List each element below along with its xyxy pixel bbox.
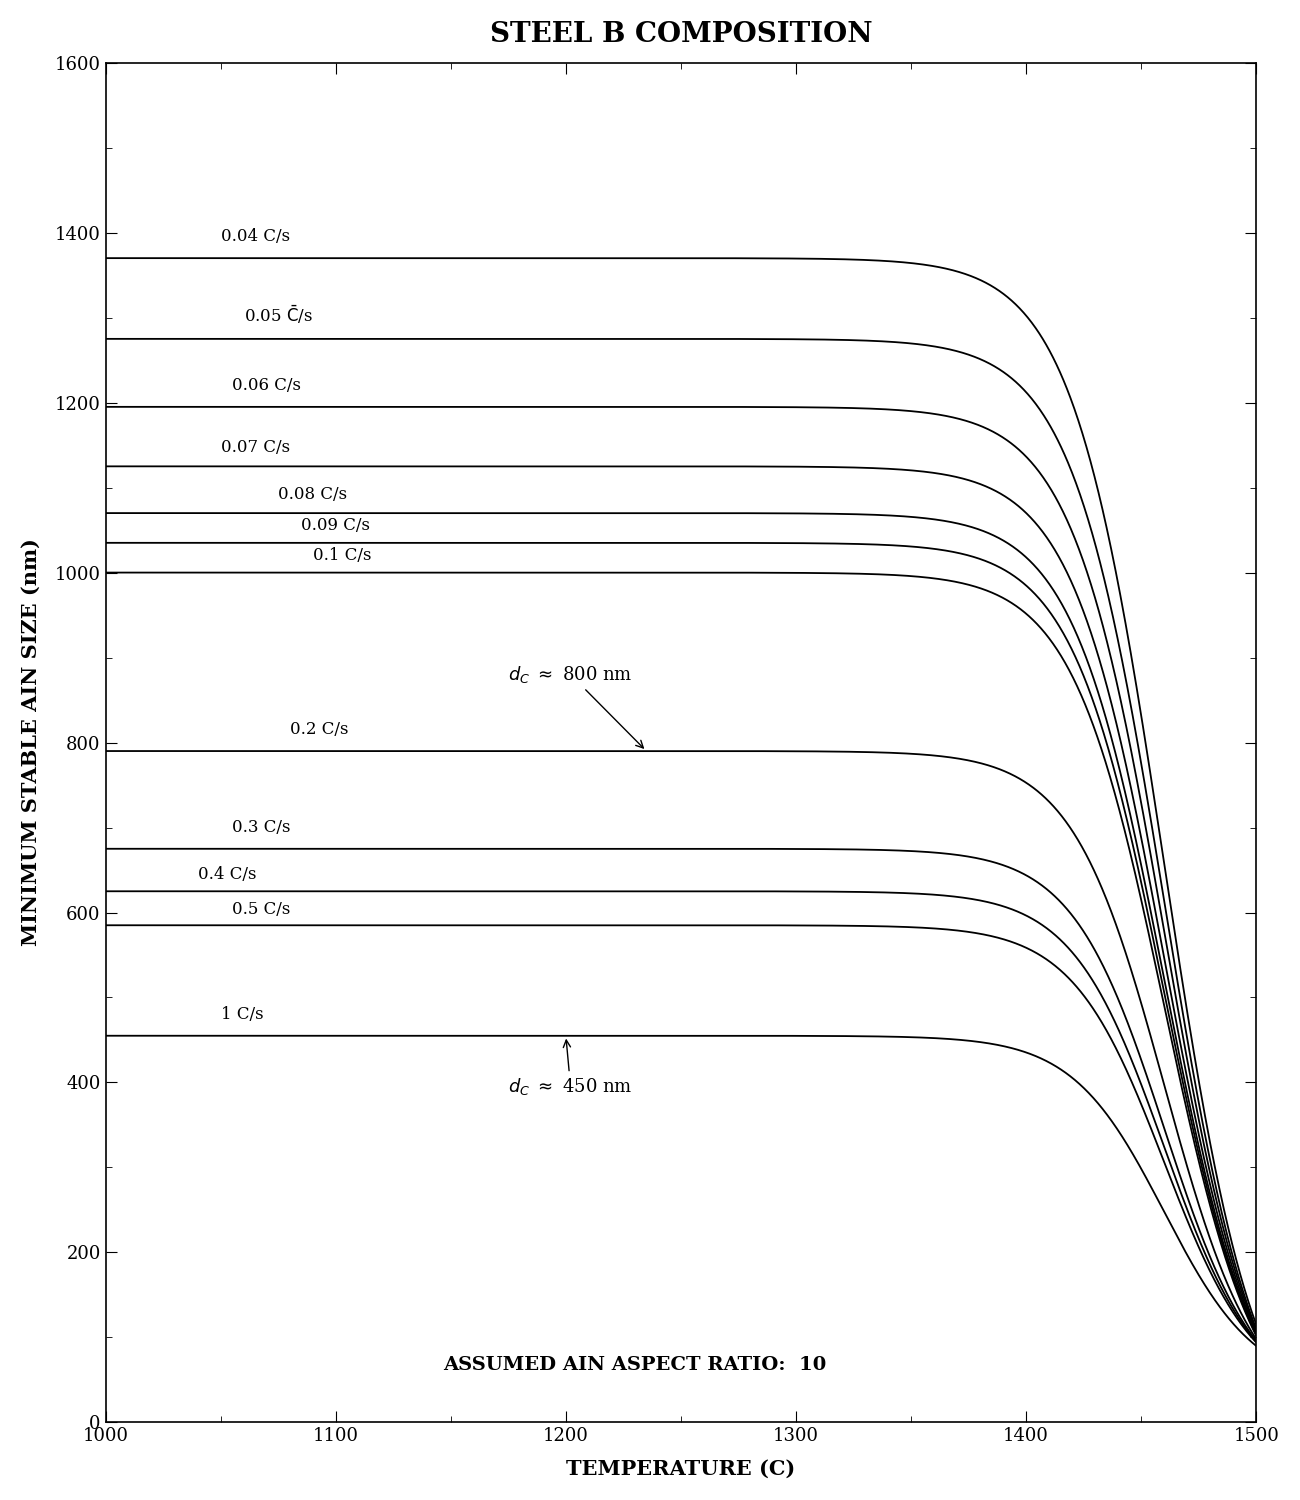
Text: 0.09 C/s: 0.09 C/s <box>302 518 370 534</box>
Text: 0.04 C/s: 0.04 C/s <box>221 228 290 246</box>
Text: 1 C/s: 1 C/s <box>221 1007 264 1023</box>
Text: 0.05 $\bar{\rm C}$/s: 0.05 $\bar{\rm C}$/s <box>243 303 313 326</box>
Text: 0.2 C/s: 0.2 C/s <box>290 722 348 738</box>
Text: 0.4 C/s: 0.4 C/s <box>198 865 256 883</box>
Text: $d_C$ $\approx$ 800 nm: $d_C$ $\approx$ 800 nm <box>508 664 644 748</box>
Text: 0.07 C/s: 0.07 C/s <box>221 440 290 456</box>
Text: 0.3 C/s: 0.3 C/s <box>233 819 291 836</box>
Text: 0.08 C/s: 0.08 C/s <box>278 486 347 502</box>
Text: $d_C$ $\approx$ 450 nm: $d_C$ $\approx$ 450 nm <box>508 1040 633 1096</box>
Text: ASSUMED AIN ASPECT RATIO:  10: ASSUMED AIN ASPECT RATIO: 10 <box>443 1356 827 1374</box>
Title: STEEL B COMPOSITION: STEEL B COMPOSITION <box>490 21 872 48</box>
Text: 0.1 C/s: 0.1 C/s <box>313 548 372 564</box>
X-axis label: TEMPERATURE (C): TEMPERATURE (C) <box>567 1460 796 1479</box>
Text: 0.5 C/s: 0.5 C/s <box>233 902 290 918</box>
Text: 0.06 C/s: 0.06 C/s <box>233 376 302 394</box>
Y-axis label: MINIMUM STABLE AIN SIZE (nm): MINIMUM STABLE AIN SIZE (nm) <box>21 538 40 946</box>
